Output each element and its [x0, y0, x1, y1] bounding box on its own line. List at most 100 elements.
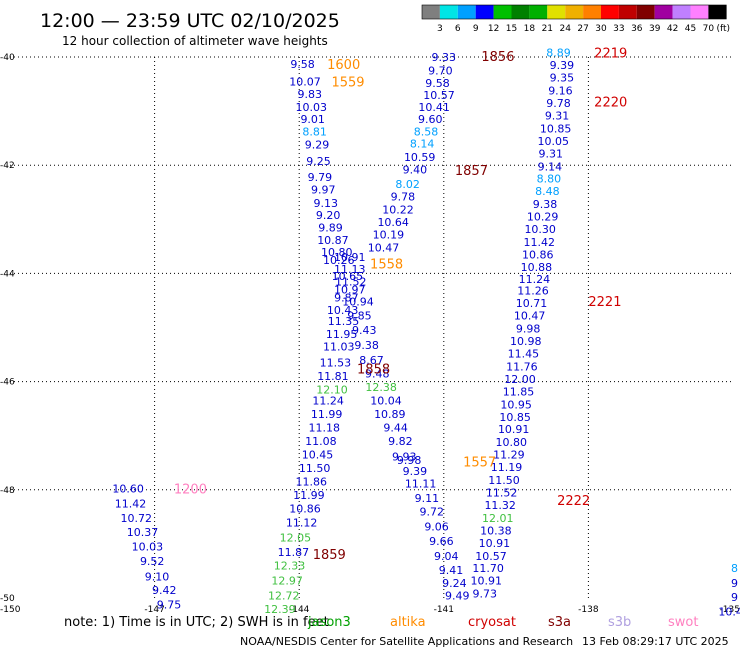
wave-height-value: 9.39	[550, 59, 575, 72]
wave-height-value: 9.85	[347, 310, 372, 323]
wave-height-value: 9.13	[313, 197, 338, 210]
pass-time-label: 1859	[313, 548, 346, 563]
wave-height-value: 11.32	[484, 499, 516, 512]
wave-height-value: 8.58	[414, 126, 439, 139]
wave-height-value: 11.70	[472, 562, 504, 575]
colorbar-swatch	[601, 5, 619, 19]
wave-height-value: 9.97	[311, 184, 336, 197]
lon-tick-label: -150	[0, 605, 21, 615]
wave-height-value: 9.41	[439, 564, 464, 577]
wave-height-value: 10.95	[500, 398, 532, 411]
wave-height-value: 9.48	[365, 367, 390, 380]
wave-height-value: 10.45	[302, 449, 334, 462]
wave-height-value: 11.18	[309, 422, 341, 435]
wave-height-value: 12.05	[280, 531, 312, 544]
map-title: 12:00 — 23:59 UTC 02/10/2025	[40, 10, 340, 32]
lat-tick-label: -44	[0, 269, 15, 279]
colorbar-label: 3	[437, 24, 443, 34]
wave-height-value: 10.30	[524, 223, 556, 236]
pass-time-label: 2220	[594, 95, 627, 110]
satellite-legend: jason3 altika cryosat s3a s3b swot	[307, 615, 698, 630]
colorbar-swatch	[475, 5, 494, 19]
wave-height-value: 11.42	[523, 236, 555, 249]
wave-height-value: 10.91	[479, 537, 511, 550]
wave-height-value: 9.72	[420, 505, 445, 518]
wave-height-value: 9.83	[298, 88, 323, 101]
wave-height-value: 10.91	[470, 575, 502, 588]
colorbar-label: 6	[455, 24, 461, 34]
wave-height-value: 9.78	[546, 97, 571, 110]
wave-height-value: 10.57	[423, 89, 455, 102]
wave-height-value: 10.07	[289, 75, 321, 88]
colorbar-label: 39	[649, 24, 661, 34]
colorbar-label: 33	[613, 24, 624, 34]
wave-height-value: 10.94	[342, 296, 374, 309]
wave-height-value: 9.20	[316, 209, 341, 222]
wave-height-value: 9.75	[157, 598, 182, 611]
grid-lines	[10, 56, 733, 598]
wave-height-value: 11.50	[299, 462, 331, 475]
wave-height-value: 9.43	[352, 324, 377, 337]
wave-height-value: 9.98	[397, 454, 422, 467]
wave-height-value: 10.97	[334, 284, 366, 297]
wave-height-value: 11.29	[493, 449, 525, 462]
pass-time-label: 1600	[327, 58, 360, 73]
wave-height-value: 10.89	[374, 408, 406, 421]
colorbar: 3 6 9 12 15 18 21 24 27 30 33 36 39 42 45 70 (ft)	[421, 4, 730, 34]
lat-tick-label: -46	[0, 378, 15, 388]
wave-height-value: 11.52	[335, 276, 367, 289]
wave-height-value: 10.41	[418, 101, 450, 114]
wave-height-value: 9.93	[392, 450, 417, 463]
wave-height-value: 9.04	[434, 550, 459, 563]
wave-height-value: 11.08	[305, 435, 337, 448]
wave-height-value: 11.86	[296, 476, 328, 489]
colorbar-swatch	[529, 5, 548, 19]
wave-height-value: 10.03	[132, 541, 164, 554]
wave-height-value: 10.65	[332, 270, 364, 283]
wave-height-value: 10.91	[334, 251, 366, 264]
wave-height-value: 9.25	[306, 155, 331, 168]
legend-cryosat: cryosat	[468, 615, 516, 630]
lat-tick-label: -40	[0, 53, 15, 63]
note-text: note: 1) Time is in UTC; 2) SWH is in fe…	[64, 615, 329, 630]
colorbar-label: 24	[559, 24, 571, 34]
pass-time-label: 1559	[331, 75, 364, 90]
pass-time-label: 1858	[357, 363, 390, 378]
wave-height-value: 10.85	[499, 411, 531, 424]
colorbar-label: 12	[488, 24, 499, 34]
wave-height-value: 10.64	[377, 216, 409, 229]
wave-height-value: 11.12	[286, 516, 318, 529]
wave-height-value: 10.03	[296, 101, 328, 114]
wave-height-value: 10.98	[510, 335, 542, 348]
colorbar-label: 15	[506, 24, 517, 34]
wave-height-value: 9.31	[539, 147, 564, 160]
wave-height-value: 9.38	[533, 198, 558, 211]
wave-height-value: 9.10	[145, 570, 170, 583]
wave-height-value: 9.66	[429, 535, 454, 548]
wave-height-value: 9.29	[305, 139, 330, 152]
lat-tick-label: -42	[0, 161, 15, 171]
legend-jason3: jason3	[307, 615, 351, 630]
wave-height-value: 9.44	[383, 422, 408, 435]
lon-tick-label: -141	[434, 605, 454, 615]
colorbar-swatch	[422, 5, 440, 19]
pass-time-label: 2219	[594, 47, 627, 62]
colorbar-swatch	[511, 5, 530, 19]
wave-height-value: 9.38	[354, 339, 379, 352]
wave-height-value: 10.80	[321, 246, 353, 259]
wave-height-value: 11.99	[311, 408, 343, 421]
wave-height-value: 10.05	[537, 135, 569, 148]
colorbar-swatch	[708, 5, 727, 19]
wave-height-value: 9.35	[550, 72, 575, 85]
wave-height-value: 10.29	[527, 211, 559, 224]
wave-height-value: 9.58	[290, 58, 315, 71]
wave-height-value: 9.24	[442, 577, 467, 590]
wave-height-value: 10.04	[370, 395, 402, 408]
wave-height-value: 10.72	[121, 512, 153, 525]
wave-height-value: 9.39	[403, 465, 428, 478]
wave-height-value: 10.4	[718, 606, 740, 619]
wave-height-value: 10.38	[480, 524, 512, 537]
colorbar-swatch	[636, 5, 655, 19]
wave-height-value: 12.01	[482, 512, 514, 525]
